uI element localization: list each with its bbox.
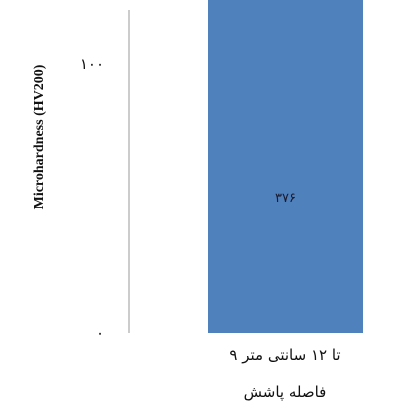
x-axis-label: فاصله پاشش <box>244 383 327 402</box>
x-category-label: ۹ تا ۱۲ سانتی متر <box>229 346 340 364</box>
data-label: ۳۷۶ <box>275 191 296 206</box>
y-tick-label: ۰ <box>96 324 104 342</box>
y-axis-label: Microhardness (HV200) <box>32 64 47 209</box>
y-axis: ۰۱۰۰۲۰۰۳۰۰۴۰۰ <box>80 10 130 342</box>
y-tick-label: ۱۰۰ <box>80 55 104 73</box>
bar <box>208 0 363 333</box>
bars: ۳۷۶ <box>208 0 363 333</box>
